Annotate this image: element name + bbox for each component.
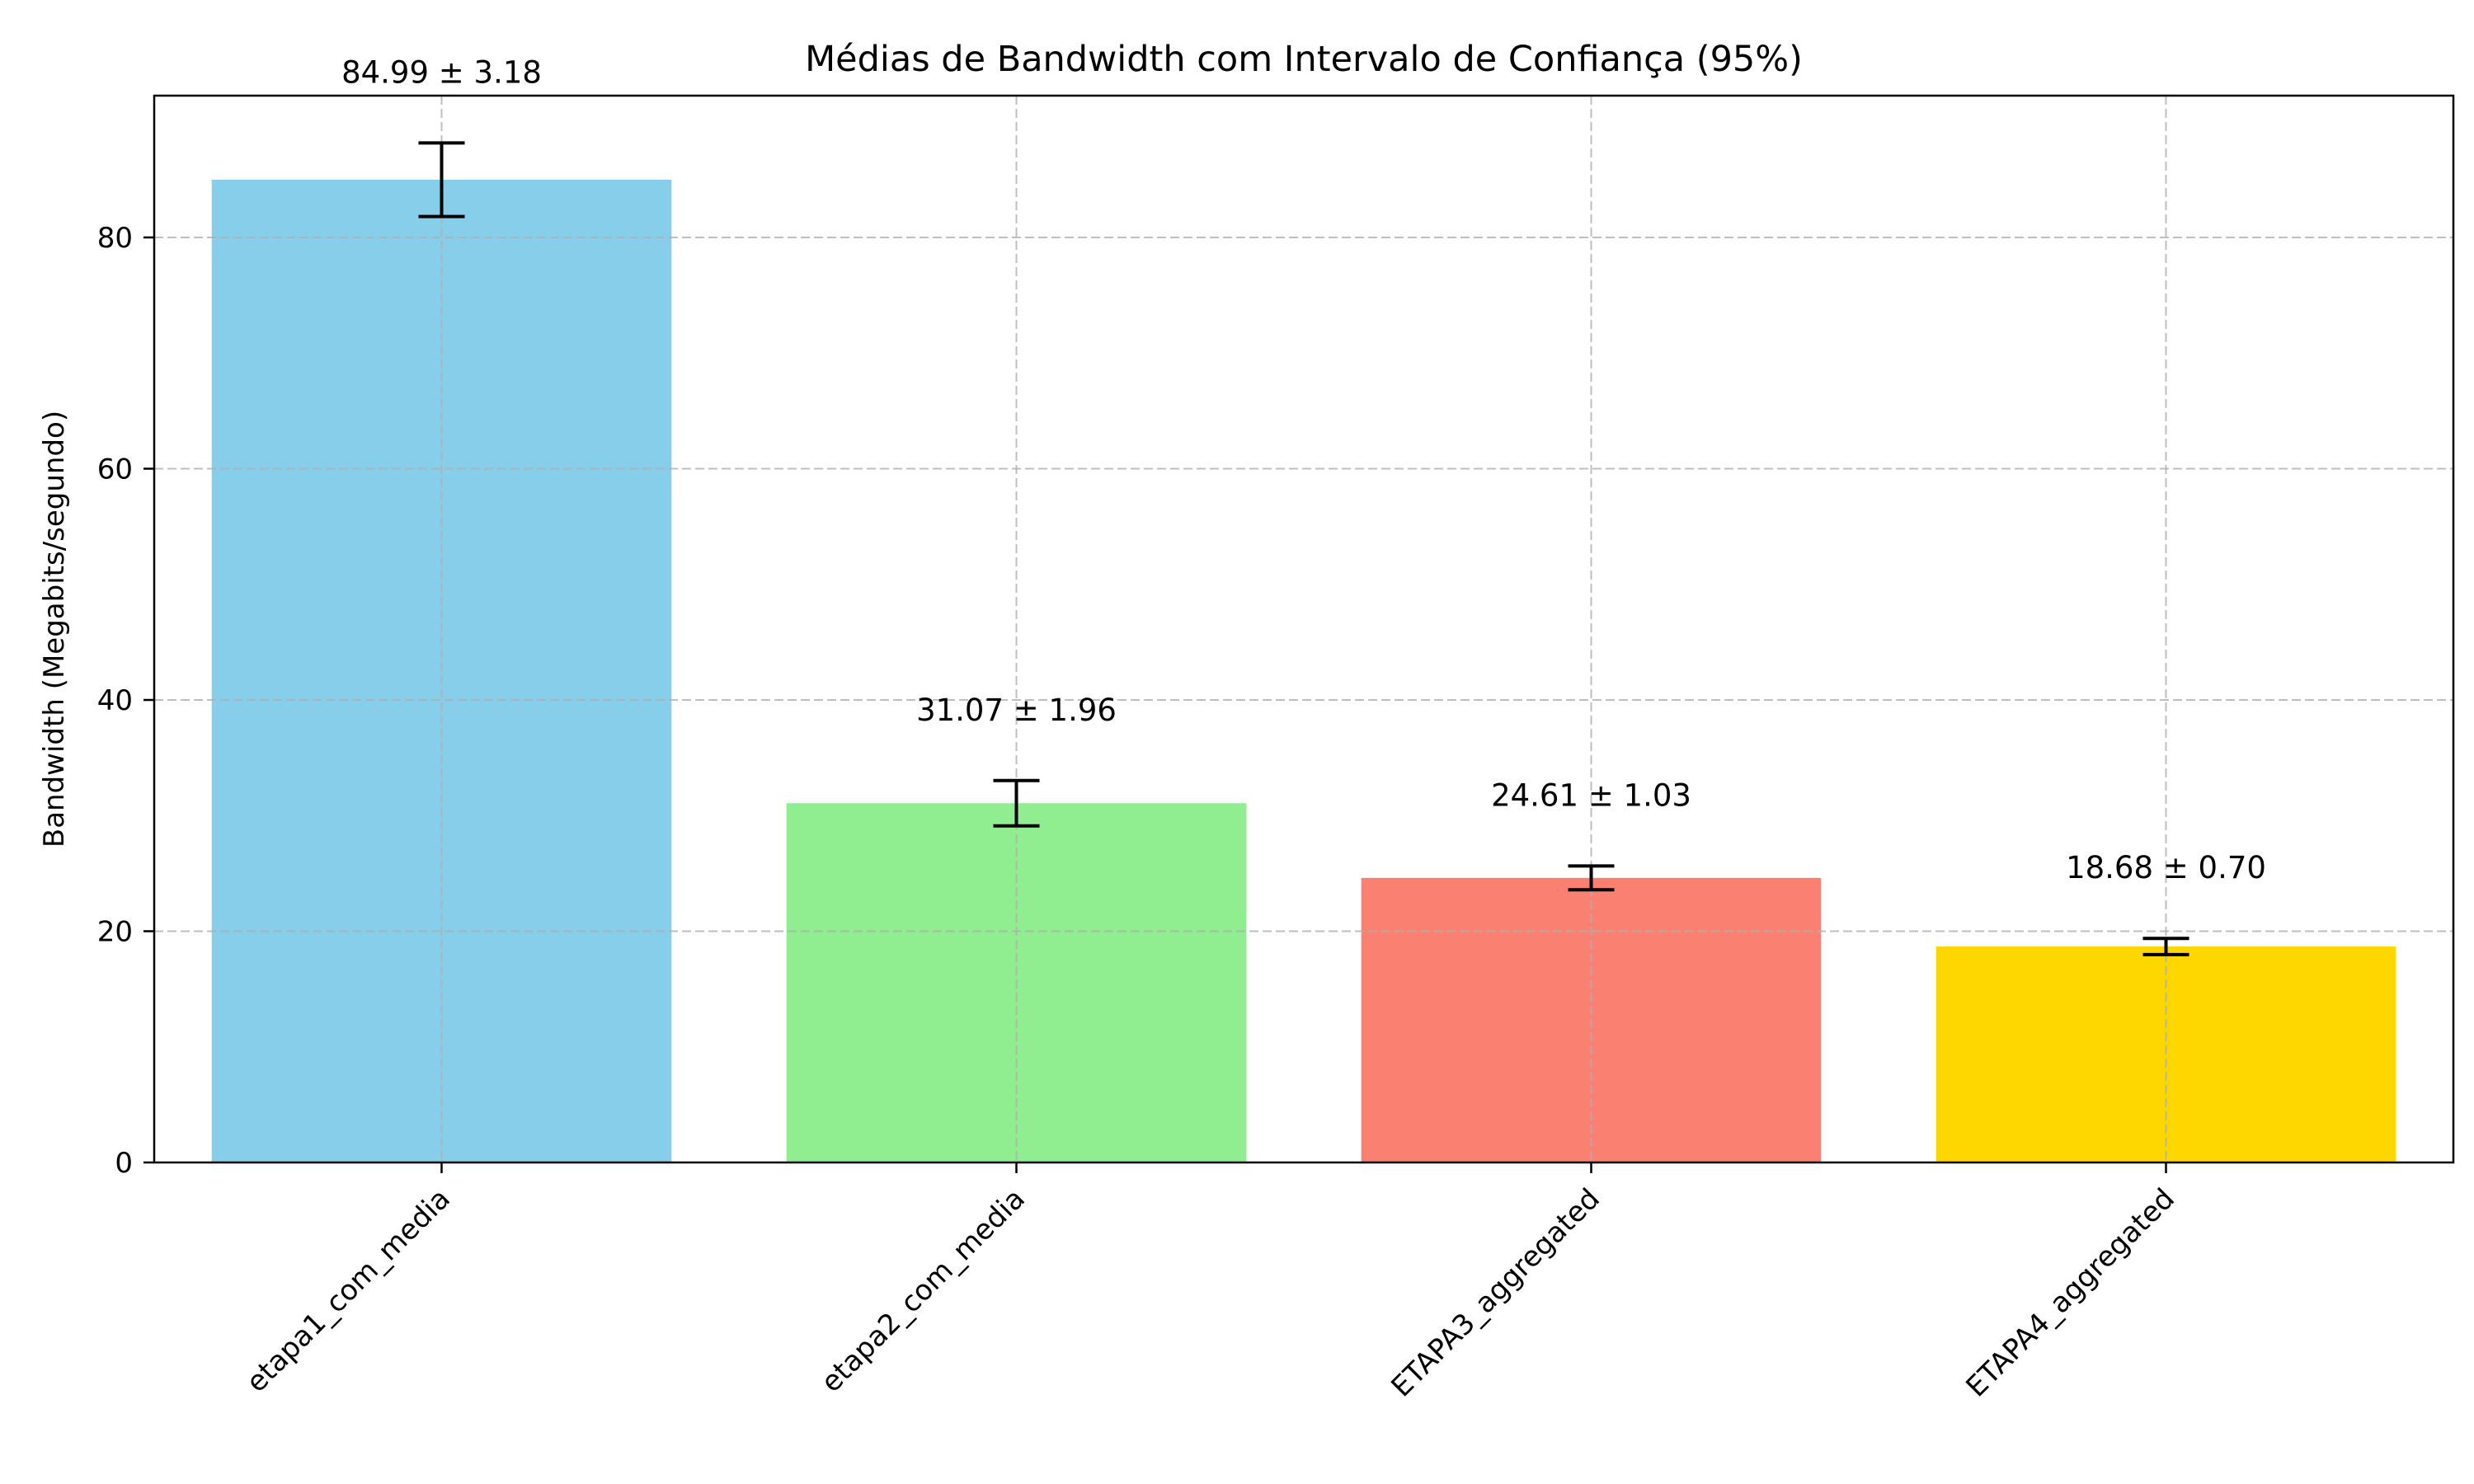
- data-label-etapa2_com_media: 31.07 ± 1.96: [916, 693, 1117, 728]
- y-axis-label: Bandwidth (Megabits/segundo): [38, 411, 71, 848]
- y-tick-label-60: 60: [97, 453, 133, 486]
- y-tick-label-40: 40: [97, 684, 133, 717]
- data-label-etapa1_com_media: 84.99 ± 3.18: [341, 54, 542, 90]
- chart-title: Médias de Bandwidth com Intervalo de Con…: [805, 39, 1803, 80]
- data-label-ETAPA3_aggregated: 24.61 ± 1.03: [1491, 777, 1691, 813]
- data-label-ETAPA4_aggregated: 18.68 ± 0.70: [2066, 850, 2266, 885]
- y-tick-label-20: 20: [97, 916, 133, 949]
- y-tick-label-0: 0: [115, 1147, 133, 1180]
- y-tick-label-80: 80: [97, 222, 133, 255]
